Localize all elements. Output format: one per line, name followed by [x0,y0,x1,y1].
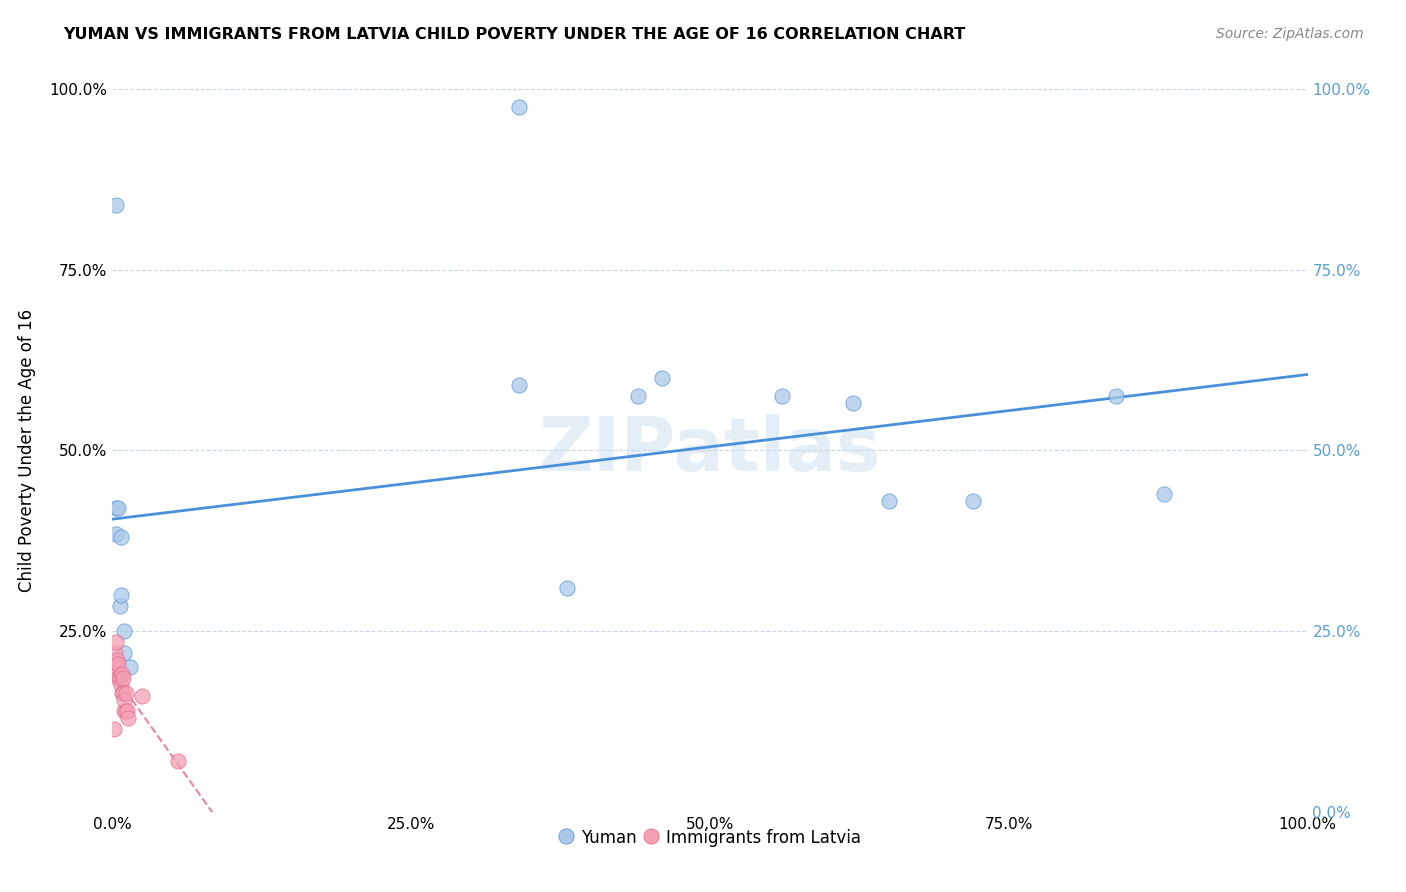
Point [555,581,578,595]
Point [105,501,128,516]
Text: YUMAN VS IMMIGRANTS FROM LATVIA CHILD POVERTY UNDER THE AGE OF 16 CORRELATION CH: YUMAN VS IMMIGRANTS FROM LATVIA CHILD PO… [63,27,966,42]
Point [114,704,136,718]
Point [104,667,127,681]
Point [105,667,128,681]
Point [120,660,142,674]
Point [651,371,673,385]
Point [112,671,135,685]
Point [842,396,865,410]
Point [114,704,135,718]
Point [105,635,128,649]
Point [105,653,128,667]
Point [508,378,530,392]
Point [117,711,139,725]
Point [105,526,128,541]
Point [111,667,134,681]
Point [110,678,132,692]
Point [114,692,135,706]
Point [114,646,135,660]
Point [105,660,128,674]
Point [131,689,153,703]
Point [508,100,530,114]
Point [167,754,190,768]
Point [107,657,129,671]
Point [111,685,134,699]
Point [962,494,984,508]
Point [105,198,128,212]
Point [107,501,129,516]
Point [114,685,136,699]
Point [115,704,138,718]
Y-axis label: Child Poverty Under the Age of 16: Child Poverty Under the Age of 16 [18,309,35,592]
Point [110,588,132,602]
Point [108,599,131,613]
Point [107,671,129,685]
Point [112,685,135,699]
Point [103,722,125,736]
Point [879,494,901,508]
Point [627,389,650,403]
Legend: Yuman, Immigrants from Latvia: Yuman, Immigrants from Latvia [553,822,868,854]
Point [770,389,793,403]
Point [104,646,127,660]
Text: ZIPatlas: ZIPatlas [538,414,882,487]
Point [114,624,135,639]
Text: Source: ZipAtlas.com: Source: ZipAtlas.com [1216,27,1364,41]
Point [1105,389,1128,403]
Point [108,671,131,685]
Point [110,530,132,544]
Point [1153,487,1175,501]
